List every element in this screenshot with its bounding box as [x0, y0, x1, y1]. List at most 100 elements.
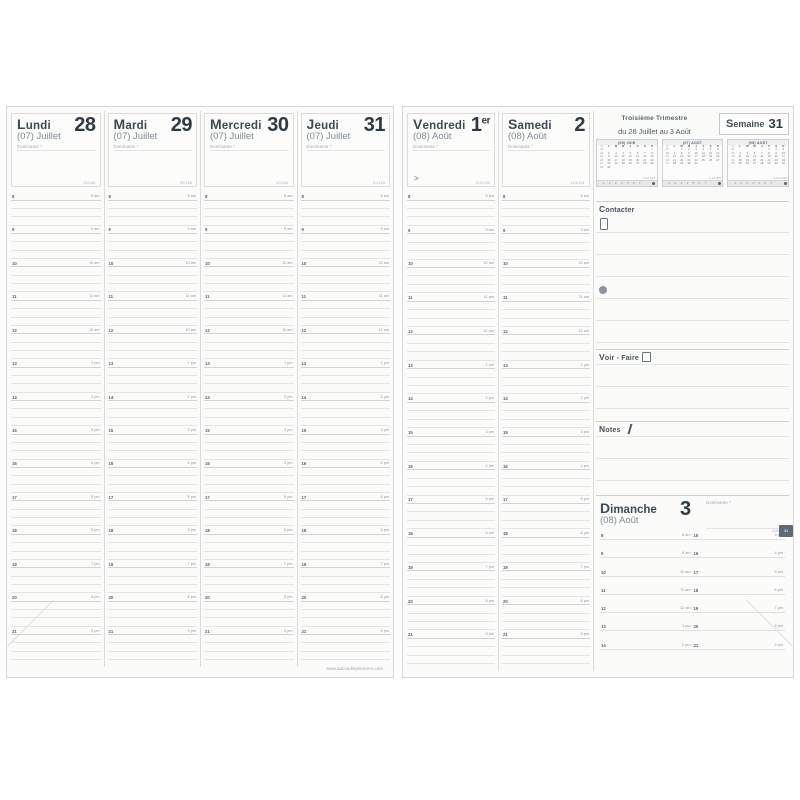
date-cell[interactable]: 2 [688, 147, 690, 152]
sunday-hour-column[interactable]: 15 3 pm 16 4 pm 17 5 pm 18 6 pm 19 7 pm 20 8 pm 21 9 … [692, 533, 785, 662]
date-cell[interactable]: 7 [644, 150, 646, 155]
date-cell[interactable]: 20 [636, 157, 640, 162]
date-cell[interactable]: 17 [781, 154, 785, 159]
date-cell[interactable]: 25 [738, 161, 742, 166]
dominante-field[interactable]: Dominante * [210, 144, 289, 151]
date-cell[interactable]: 4 [739, 150, 741, 155]
panel-pen[interactable]: Notes [596, 421, 789, 496]
date-cell[interactable]: 7 [673, 150, 676, 155]
date-cell[interactable]: 6 [753, 150, 756, 155]
date-cell[interactable]: 9 [608, 154, 610, 159]
sunday-hour-column[interactable]: 8 8 am 9 9 am 10 10 am 11 11 am 12 12 am 13 1 pm 14 2… [600, 533, 693, 662]
date-cell[interactable]: 27 [716, 157, 720, 162]
date-cell[interactable]: 8 [651, 150, 653, 155]
date-cell[interactable]: 27 [636, 161, 640, 166]
date-cell[interactable]: 29 [767, 161, 771, 166]
date-cell[interactable]: 18 [701, 154, 705, 159]
date-cell[interactable]: 19 [628, 157, 632, 162]
date-cell[interactable]: 26 [708, 157, 713, 162]
mini-calendar[interactable]: (07) AOÛT S L M M J V S D 27 1 2 3 4 5 6 28 7 8 9 10 11 12 13 29… [661, 139, 724, 187]
date-cell[interactable]: 12 [745, 154, 749, 159]
date-cell[interactable]: 25 [621, 161, 625, 166]
date-cell[interactable]: 7 [760, 150, 763, 155]
date-cell[interactable]: 1 [768, 147, 770, 152]
date-cell[interactable]: 16 [774, 154, 778, 159]
date-cell[interactable]: 15 [767, 154, 771, 159]
date-cell[interactable] [612, 166, 619, 169]
date-cell[interactable]: 29 [650, 161, 654, 166]
date-cell[interactable] [707, 162, 714, 165]
date-cell[interactable]: 8 [768, 150, 770, 155]
date-cell[interactable]: 26 [628, 161, 632, 166]
hour-grid[interactable]: 8 8 am · · · 9 9 am · · · 10 10 am · · · 11 11 am · · · 12 12… [407, 194, 495, 667]
dominante-field[interactable]: Dominante * [413, 144, 490, 151]
date-cell[interactable]: 22 [767, 157, 771, 162]
date-cell[interactable]: 12 [628, 154, 632, 159]
date-cell[interactable]: 31 [694, 161, 698, 166]
date-cell[interactable]: 2 [608, 150, 610, 155]
date-cell[interactable]: 24 [781, 157, 785, 162]
hour-grid[interactable]: 8 8 am · · · 9 9 am · · · 10 10 am · · · 11 11 am · · · 12 12… [502, 194, 590, 667]
date-cell[interactable]: 9 [688, 150, 690, 155]
date-cell[interactable]: 23 [774, 157, 778, 162]
date-cell[interactable]: 4 [622, 150, 624, 155]
date-cell[interactable]: 21 [760, 157, 764, 162]
sunday-hour-grid[interactable]: 8 8 am 9 9 am 10 10 am 11 11 am 12 12 am 13 1 pm 14 2… [600, 533, 785, 662]
date-cell[interactable]: 21 [643, 157, 647, 162]
date-cell[interactable]: 3 [615, 150, 617, 155]
page-thumb-tab[interactable]: 31 [779, 525, 793, 537]
date-cell[interactable]: 21 [672, 157, 677, 162]
date-cell[interactable]: 19 [745, 157, 749, 162]
date-cell[interactable]: 10 [781, 150, 785, 155]
date-cell[interactable]: 9 [775, 150, 777, 155]
date-cell[interactable] [714, 162, 721, 165]
date-cell[interactable]: 11 [621, 154, 625, 159]
date-cell[interactable]: 4 [702, 147, 705, 152]
date-cell[interactable] [700, 162, 707, 165]
date-cell[interactable]: 1 [651, 147, 653, 152]
dominante-field[interactable]: Dominante * [306, 144, 385, 151]
dominante-field[interactable]: Dominante * [113, 144, 192, 151]
date-cell[interactable]: 22 [650, 157, 654, 162]
date-cell[interactable]: 17 [694, 154, 698, 159]
date-cell[interactable]: 2 [775, 147, 777, 152]
date-cell[interactable]: 14 [672, 154, 677, 159]
hour-grid[interactable]: 8 8 am · · · 9 9 am · · · 10 10 am · · · 11 11 am · · · 12 12… [107, 194, 197, 663]
date-cell[interactable]: 31 [781, 161, 785, 166]
panel-checkbox[interactable]: Voir - Faire [596, 349, 789, 422]
dominante-field[interactable]: Dominante * [508, 144, 585, 151]
date-cell[interactable]: 17 [614, 157, 618, 162]
date-cell[interactable]: 28 [672, 161, 677, 166]
date-cell[interactable]: 18 [738, 157, 742, 162]
date-cell[interactable] [627, 166, 634, 169]
date-cell[interactable]: 3 [782, 147, 785, 152]
date-cell[interactable]: 8 [680, 150, 683, 155]
date-cell[interactable]: 15 [680, 154, 684, 159]
date-cell[interactable]: 6 [636, 150, 639, 155]
date-cell[interactable]: 24 [614, 161, 618, 166]
date-cell[interactable]: 10 [694, 150, 698, 155]
date-cell[interactable]: 27 [753, 161, 757, 166]
sunday-dominante-label[interactable]: Dominante * [706, 500, 732, 505]
date-cell[interactable]: 30 [687, 161, 691, 166]
date-cell[interactable]: 24 [694, 157, 698, 162]
date-cell[interactable]: 18 [621, 157, 625, 162]
date-cell[interactable]: 28 [760, 161, 764, 166]
date-cell[interactable]: 28 [643, 161, 647, 166]
date-cell[interactable]: 30 [607, 164, 611, 169]
dominante-field[interactable]: Dominante * [17, 144, 96, 151]
date-cell[interactable] [648, 166, 655, 169]
date-cell[interactable]: 25 [701, 157, 705, 162]
date-cell[interactable]: 14 [643, 154, 647, 159]
date-cell[interactable] [641, 166, 648, 169]
date-cell[interactable]: 13 [636, 154, 640, 159]
date-cell[interactable] [634, 166, 641, 169]
date-cell[interactable]: 20 [753, 157, 757, 162]
date-cell[interactable]: 16 [607, 157, 611, 162]
date-cell[interactable]: 5 [746, 150, 749, 155]
date-cell[interactable]: 12 [708, 150, 713, 155]
date-cell[interactable]: 22 [680, 157, 684, 162]
date-cell[interactable] [620, 166, 627, 169]
hour-grid[interactable]: 8 8 am · · · 9 9 am · · · 10 10 am · · · 11 11 am · · · 12 12… [300, 194, 390, 663]
mini-calendar[interactable]: (08) AOÛT S L M M J V S D 31 1 2 3 32 4 5 6 7 8 9 10 33 11 12 13… [727, 139, 790, 187]
